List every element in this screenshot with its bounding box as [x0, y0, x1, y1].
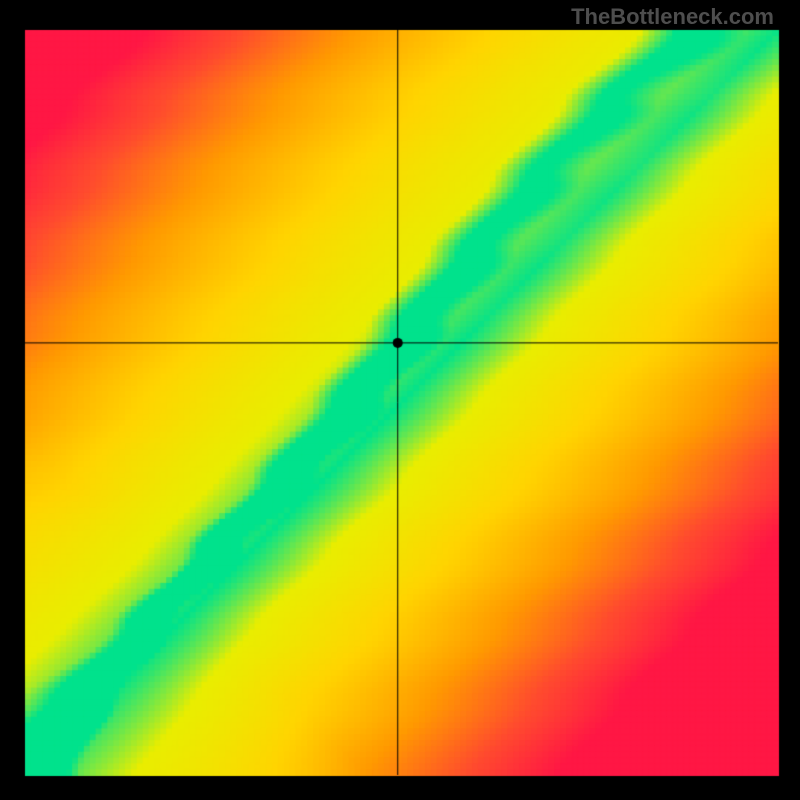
bottleneck-heatmap: [0, 0, 800, 800]
